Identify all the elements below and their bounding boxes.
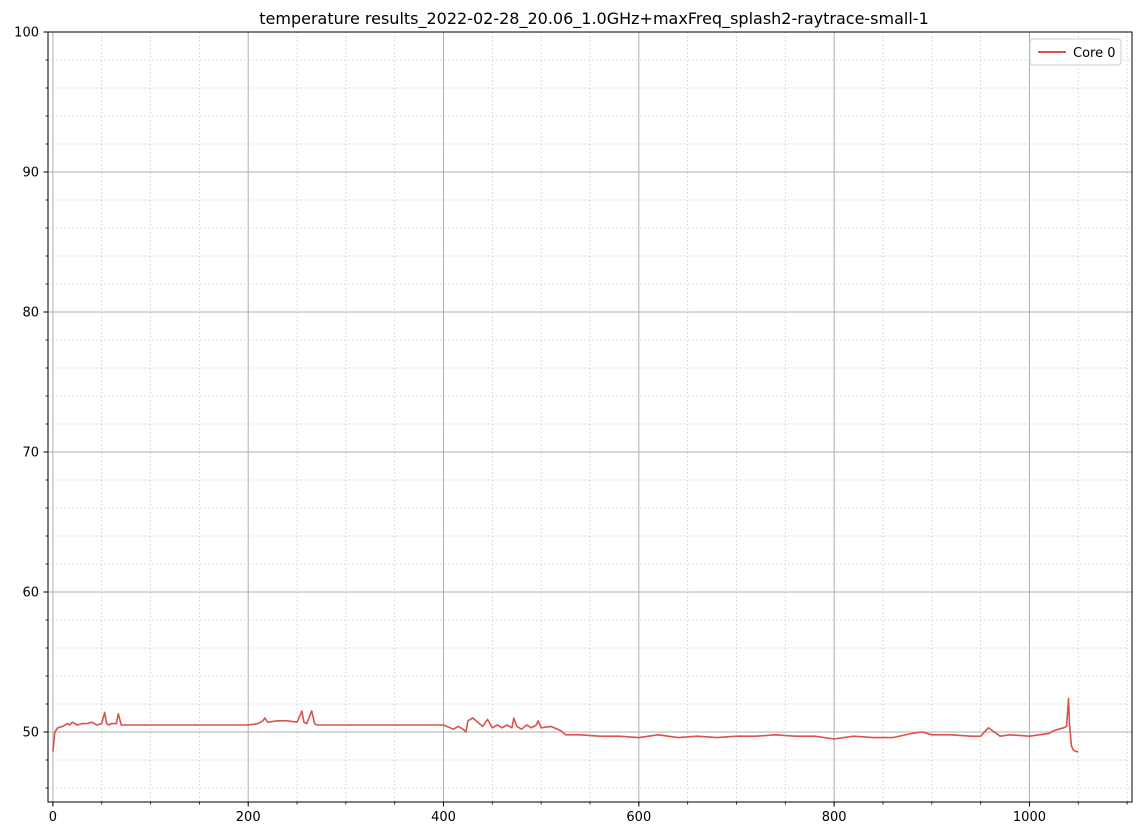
x-tick-label: 800 [822,810,847,825]
axis-ticks [43,31,1128,807]
series-line-core-0 [52,697,1079,753]
y-tick-label: 80 [22,306,39,321]
chart-title: temperature results_2022-02-28_20.06_1.0… [259,9,929,29]
y-tick-label: 100 [14,26,39,41]
legend-box [1029,38,1122,66]
legend: Core 0 [1029,38,1122,66]
y-tick-label: 90 [22,166,39,181]
minor-grid [48,32,1132,802]
legend-label-core-0: Core 0 [1073,46,1116,61]
x-tick-label: 0 [49,810,57,825]
x-tick-label: 600 [626,810,651,825]
x-tick-label: 200 [236,810,261,825]
plot-lines [52,697,1079,753]
x-tick-label: 1000 [1013,810,1046,825]
axis-tick-labels: 0 200 400 600 800 1000 50 60 70 80 90 100 [14,26,1046,826]
x-tick-label: 400 [431,810,456,825]
y-tick-label: 70 [22,446,39,461]
y-tick-label: 50 [22,726,39,741]
y-tick-label: 60 [22,586,39,601]
